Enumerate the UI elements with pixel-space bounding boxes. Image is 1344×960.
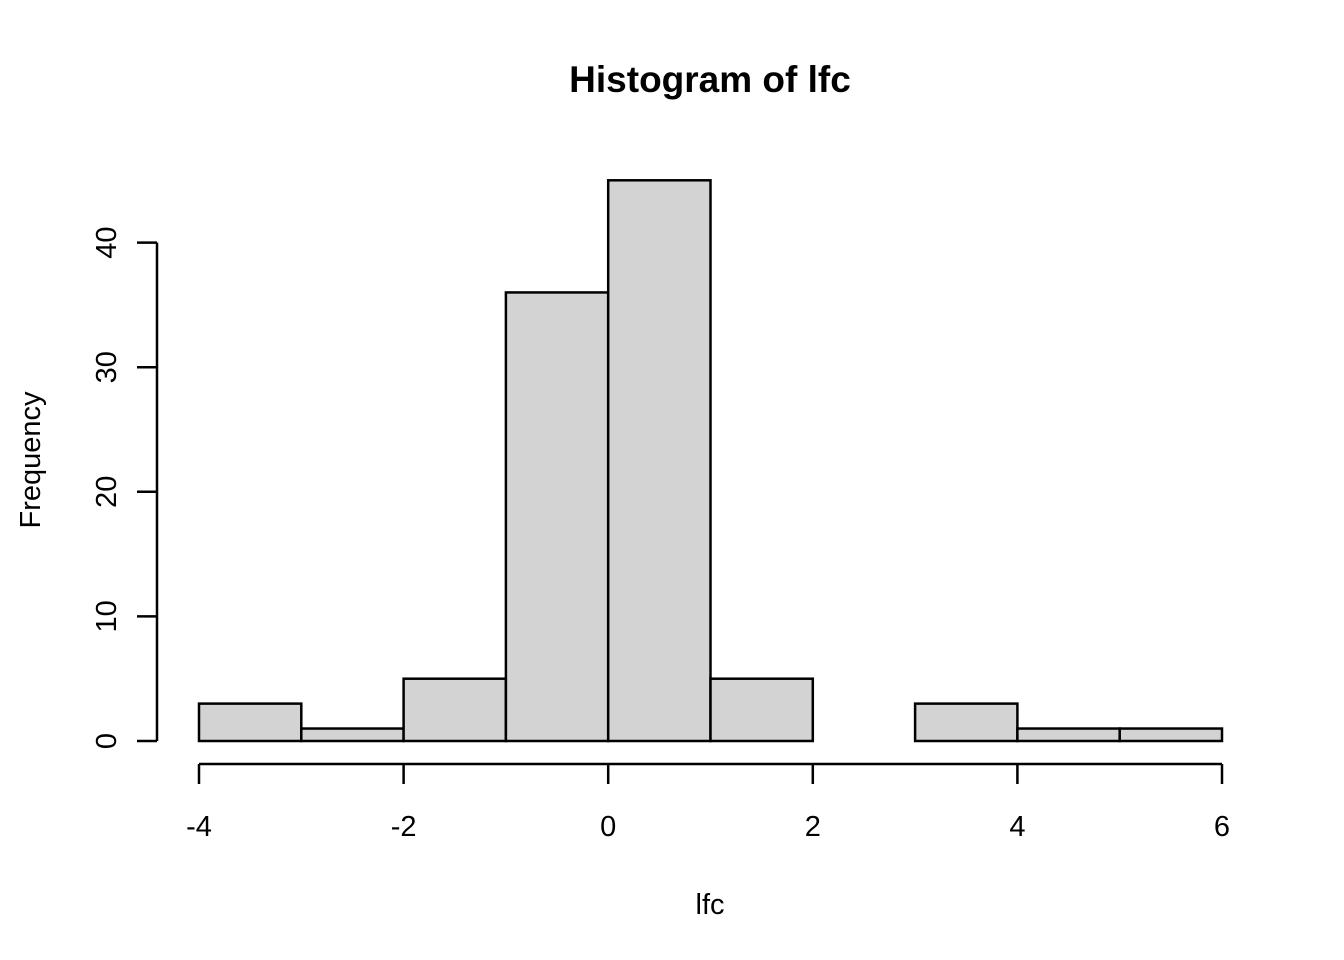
x-tick-label: 0 — [600, 811, 616, 843]
y-axis: 0 10 20 30 40 — [91, 226, 159, 749]
histogram-bar — [913, 702, 1019, 743]
x-axis-label: lfc — [696, 889, 725, 921]
x-tick-label: -2 — [391, 811, 417, 843]
histogram-bar — [402, 677, 508, 743]
y-tick-label: 40 — [91, 226, 123, 258]
histogram-bar — [1016, 727, 1121, 743]
y-tick-label: 10 — [91, 600, 123, 632]
y-tick-label: 30 — [91, 351, 123, 383]
histogram-bar — [197, 702, 303, 743]
y-tick-label: 0 — [91, 733, 123, 749]
y-tick-label: 20 — [91, 476, 123, 508]
histogram-bar — [504, 291, 610, 743]
x-tick-label: 4 — [1009, 811, 1025, 843]
histogram-bar — [300, 727, 405, 743]
histogram-bar — [1118, 727, 1224, 743]
x-tick-label: -4 — [186, 811, 212, 843]
x-tick-label: 2 — [805, 811, 821, 843]
histogram-bar — [709, 677, 815, 743]
y-axis-label: Frequency — [15, 391, 47, 529]
x-tick-label: 6 — [1214, 811, 1230, 843]
histogram-bar — [606, 179, 712, 743]
bars-group — [197, 179, 1224, 743]
x-axis: -4 -2 0 2 4 6 — [186, 762, 1230, 843]
chart-title: Histogram of lfc — [569, 59, 851, 100]
